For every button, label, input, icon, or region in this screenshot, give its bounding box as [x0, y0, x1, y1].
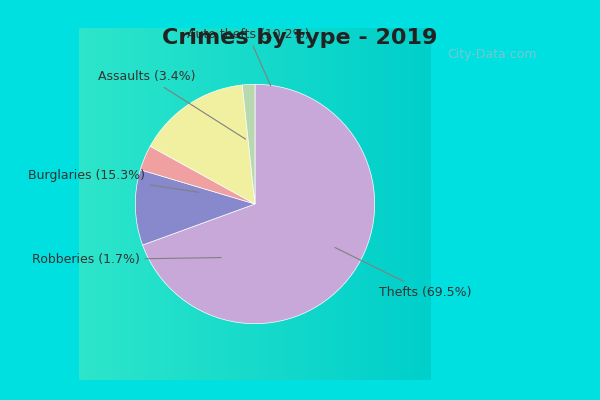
Wedge shape: [150, 85, 255, 204]
Text: Burglaries (15.3%): Burglaries (15.3%): [28, 169, 199, 192]
Text: Robberies (1.7%): Robberies (1.7%): [32, 253, 221, 266]
Text: Assaults (3.4%): Assaults (3.4%): [98, 70, 245, 139]
Wedge shape: [242, 84, 255, 204]
Text: Thefts (69.5%): Thefts (69.5%): [335, 248, 472, 298]
Text: Crimes by type - 2019: Crimes by type - 2019: [163, 28, 437, 48]
Text: City-Data.com: City-Data.com: [447, 48, 537, 61]
Wedge shape: [140, 146, 255, 204]
Wedge shape: [136, 170, 255, 245]
Wedge shape: [143, 84, 374, 324]
Text: Auto thefts (10.2%): Auto thefts (10.2%): [187, 28, 309, 86]
